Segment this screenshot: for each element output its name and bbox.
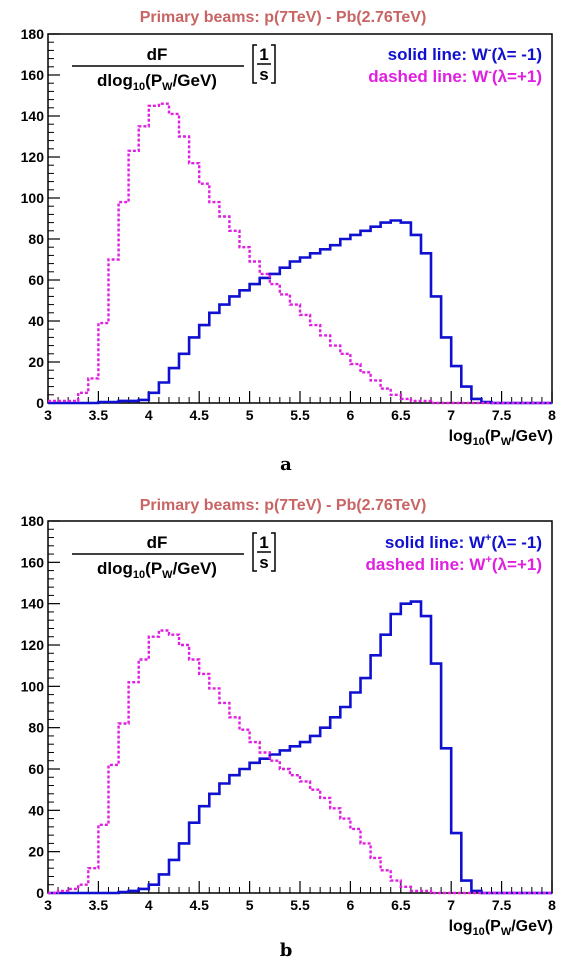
x-tick-label: 6.5 <box>391 407 411 423</box>
x-tick-label: 6.5 <box>391 897 411 913</box>
chart-panel-b: Primary beams: p(7TeV) - Pb(2.76TeV) 0 20… <box>21 497 556 960</box>
series-layer <box>48 600 552 895</box>
legend-entry-dashed: dashed line: W+(λ=+1) <box>366 554 543 574</box>
unit-denominator: s <box>259 553 268 572</box>
y-tick-label: 60 <box>28 272 44 288</box>
x-tick-label: 8 <box>548 897 556 913</box>
x-tick-labels: 3 3.5 4 4.5 5 5.5 6 6.5 7 7.5 8 <box>44 407 556 423</box>
chart-title: Primary beams: p(7TeV) - Pb(2.76TeV) <box>140 9 427 26</box>
y-label-denominator: dlog10(PW/GeV) <box>97 71 217 93</box>
x-tick-label: 3.5 <box>89 897 109 913</box>
unit-numerator: 1 <box>259 45 268 64</box>
y-axis-label: dF dlog10(PW/GeV) 1 s <box>72 532 276 581</box>
x-axis-label: log10(PW/GeV) <box>449 918 553 938</box>
y-tick-label: 180 <box>21 513 45 529</box>
x-tick-label: 6 <box>347 897 355 913</box>
x-tick-label: 8 <box>548 407 556 423</box>
x-tick-label: 4 <box>145 897 153 913</box>
y-tick-label: 20 <box>28 354 44 370</box>
y-tick-label: 20 <box>28 844 44 860</box>
legend-entry-dashed: dashed line: W-(λ=+1) <box>368 66 542 86</box>
x-axis-label: log10(PW/GeV) <box>449 428 553 448</box>
x-tick-label: 5 <box>246 407 254 423</box>
panel-label: b <box>280 940 293 960</box>
chart-title: Primary beams: p(7TeV) - Pb(2.76TeV) <box>140 497 427 514</box>
x-tick-label: 3.5 <box>89 407 109 423</box>
unit-numerator: 1 <box>259 533 268 552</box>
x-tick-label: 7.5 <box>492 407 512 423</box>
y-tick-label: 140 <box>21 596 45 612</box>
series-layer <box>48 102 552 405</box>
series-solid-line <box>48 600 552 895</box>
x-tick-label: 3 <box>44 897 52 913</box>
y-label-denominator: dlog10(PW/GeV) <box>97 559 217 581</box>
y-tick-label: 80 <box>28 231 44 247</box>
y-label-numerator: dF <box>147 533 168 552</box>
y-tick-label: 80 <box>28 720 44 736</box>
y-tick-labels: 0 20 40 60 80 100 120 140 160 180 <box>21 513 45 901</box>
unit-denominator: s <box>259 65 268 84</box>
y-tick-label: 180 <box>21 26 45 42</box>
x-tick-label: 5 <box>246 897 254 913</box>
y-tick-label: 60 <box>28 761 44 777</box>
y-tick-label: 120 <box>21 637 45 653</box>
x-tick-label: 4 <box>145 407 153 423</box>
y-axis-label: dF dlog10(PW/GeV) 1 s <box>72 44 276 93</box>
y-tick-label: 40 <box>28 802 44 818</box>
y-tick-label: 0 <box>36 395 44 411</box>
x-tick-label: 4.5 <box>189 407 209 423</box>
x-tick-label: 6 <box>347 407 355 423</box>
y-tick-label: 0 <box>36 885 44 901</box>
chart-panel-a: Primary beams: p(7TeV) - Pb(2.76TeV) 0 20… <box>21 9 556 475</box>
x-tick-label: 5.5 <box>290 897 310 913</box>
y-tick-label: 120 <box>21 149 45 165</box>
x-tick-label: 7 <box>447 897 455 913</box>
y-tick-label: 40 <box>28 313 44 329</box>
series-dashed-line <box>48 629 552 895</box>
series-solid-line <box>48 219 552 405</box>
x-tick-label: 4.5 <box>189 897 209 913</box>
x-tick-label: 7 <box>447 407 455 423</box>
x-tick-label: 7.5 <box>492 897 512 913</box>
y-tick-label: 100 <box>21 678 45 694</box>
legend-entry-solid: solid line: W+(λ= -1) <box>385 532 542 552</box>
y-tick-labels: 0 20 40 60 80 100 120 140 160 180 <box>21 26 45 411</box>
x-tick-labels: 3 3.5 4 4.5 5 5.5 6 6.5 7 7.5 8 <box>44 897 556 913</box>
y-tick-label: 160 <box>21 554 45 570</box>
x-tick-label: 5.5 <box>290 407 310 423</box>
y-label-numerator: dF <box>147 45 168 64</box>
y-tick-label: 140 <box>21 108 45 124</box>
series-dashed-line <box>48 102 552 405</box>
legend-entry-solid: solid line: W-(λ= -1) <box>388 44 542 64</box>
x-tick-label: 3 <box>44 407 52 423</box>
y-tick-label: 160 <box>21 67 45 83</box>
panel-label: a <box>280 454 292 475</box>
y-tick-label: 100 <box>21 190 45 206</box>
